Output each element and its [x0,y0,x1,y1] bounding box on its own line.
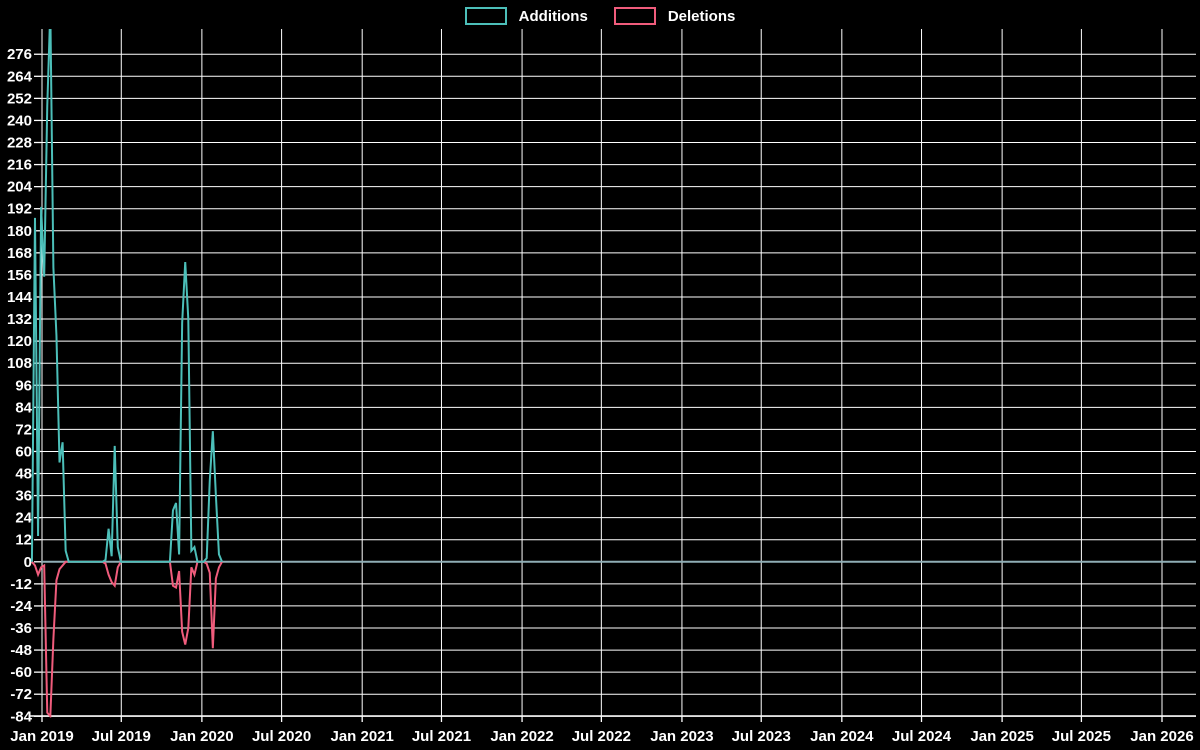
svg-text:96: 96 [15,377,32,394]
legend-item-additions[interactable]: Additions [464,7,588,25]
svg-text:Jul 2025: Jul 2025 [1052,728,1111,745]
svg-text:252: 252 [7,90,32,107]
svg-text:0: 0 [24,554,32,571]
svg-text:Jan 2019: Jan 2019 [10,728,73,745]
svg-text:120: 120 [7,333,32,350]
svg-text:Jan 2023: Jan 2023 [650,728,713,745]
deletions-swatch-icon [613,7,656,25]
svg-text:192: 192 [7,201,32,218]
svg-text:-60: -60 [10,664,32,681]
svg-text:Jan 2026: Jan 2026 [1130,728,1193,745]
x-axis-ticks: Jan 2019 Jul 2019 Jan 2020 Jul 2020 Jan 2021… [10,716,1194,745]
svg-text:-24: -24 [10,598,32,615]
svg-text:Jan 2025: Jan 2025 [970,728,1033,745]
svg-text:60: 60 [15,443,32,460]
svg-text:Jul 2023: Jul 2023 [732,728,791,745]
svg-text:36: 36 [15,488,32,505]
svg-text:Jan 2022: Jan 2022 [490,728,553,745]
svg-text:Jul 2022: Jul 2022 [572,728,631,745]
svg-text:72: 72 [15,421,32,438]
svg-text:-36: -36 [10,620,32,637]
svg-text:240: 240 [7,112,32,129]
legend-label-additions: Additions [518,7,588,25]
svg-text:216: 216 [7,157,32,174]
svg-text:108: 108 [7,355,32,372]
svg-text:Jul 2019: Jul 2019 [92,728,151,745]
legend-item-deletions[interactable]: Deletions [613,7,736,25]
additions-swatch-icon [464,7,507,25]
svg-text:264: 264 [7,68,33,85]
svg-text:-12: -12 [10,576,32,593]
svg-text:Jan 2024: Jan 2024 [810,728,874,745]
svg-text:168: 168 [7,245,32,262]
svg-text:12: 12 [15,532,32,549]
svg-text:84: 84 [15,399,32,416]
y-axis-ticks: 2762642522402282162041921801681561441321… [7,46,41,725]
gridlines [41,29,1196,717]
svg-text:132: 132 [7,311,32,328]
svg-text:48: 48 [15,466,32,483]
series-line-additions [30,29,223,563]
svg-text:Jul 2024: Jul 2024 [892,728,952,745]
svg-text:Jan 2021: Jan 2021 [330,728,393,745]
svg-text:276: 276 [7,46,32,63]
svg-text:144: 144 [7,289,33,306]
svg-text:228: 228 [7,135,32,152]
svg-text:156: 156 [7,267,32,284]
chart-legend: Additions Deletions [0,7,1200,25]
svg-text:Jul 2020: Jul 2020 [252,728,311,745]
svg-text:24: 24 [15,510,32,527]
legend-label-deletions: Deletions [667,7,736,25]
svg-text:-84: -84 [10,708,32,725]
svg-text:-48: -48 [10,642,32,659]
svg-text:Jan 2020: Jan 2020 [170,728,233,745]
svg-text:-72: -72 [10,686,32,703]
svg-text:180: 180 [7,223,32,240]
svg-text:Jul 2021: Jul 2021 [412,728,471,745]
series-lines [30,29,223,718]
svg-text:204: 204 [7,179,33,196]
